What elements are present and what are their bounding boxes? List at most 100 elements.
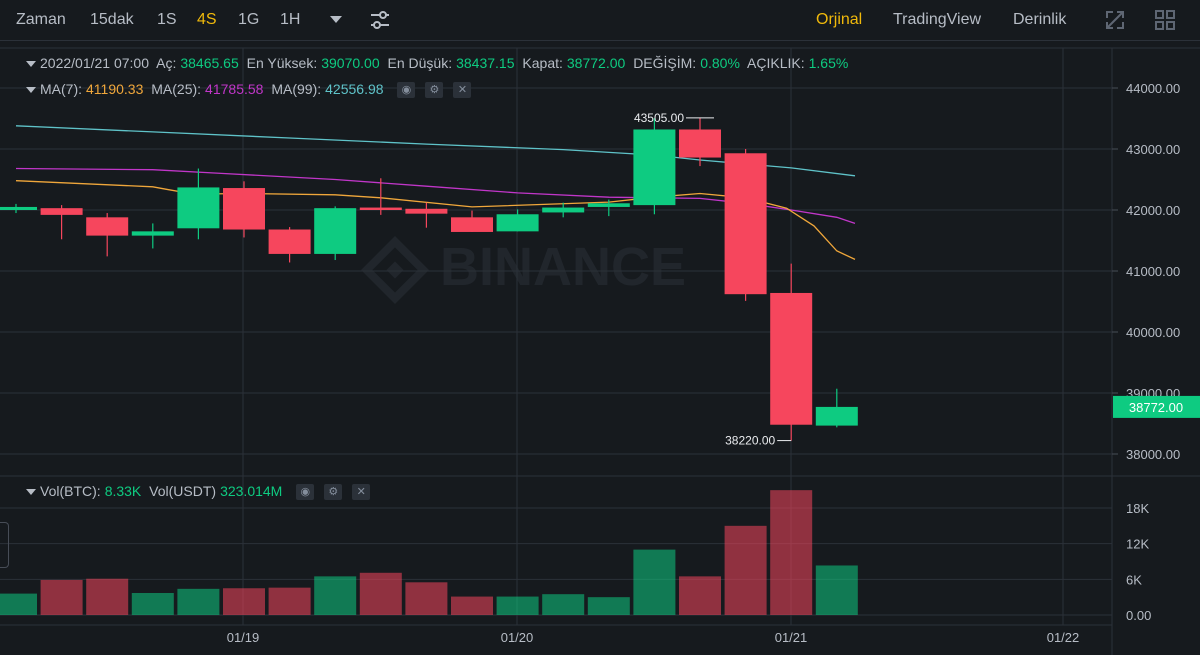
interval-1h[interactable]: 1S xyxy=(157,11,177,28)
vol-btc-value: 8.33K xyxy=(104,483,142,499)
change-value: 0.80% xyxy=(700,55,740,71)
fullscreen-icon[interactable] xyxy=(1104,9,1126,36)
eye-icon[interactable]: ◉ xyxy=(296,484,315,501)
interval-1w[interactable]: 1H xyxy=(280,11,301,28)
tab-tradingview[interactable]: TradingView xyxy=(893,11,982,28)
current-price-label: 38772.00 xyxy=(1129,400,1183,415)
date-tick-label: 01/19 xyxy=(227,630,260,645)
low-label: En Düşük: xyxy=(387,55,453,71)
watermark-logo-icon xyxy=(361,236,429,304)
date-tick-label: 01/21 xyxy=(775,630,808,645)
candle-body xyxy=(405,208,448,214)
price-tick-label: 43000.00 xyxy=(1126,142,1180,157)
date-tick-label: 01/20 xyxy=(501,630,534,645)
ma99-label: MA(99): xyxy=(271,81,322,97)
grid-lines xyxy=(0,47,1200,655)
volume-tick-label: 12K xyxy=(1126,537,1149,552)
tab-depth[interactable]: Derinlik xyxy=(1013,11,1067,28)
candle-body xyxy=(815,406,858,426)
volume-bar xyxy=(587,597,630,615)
candle-body xyxy=(633,129,676,206)
eye-icon[interactable]: ◉ xyxy=(397,82,416,99)
ma25-value: 41785.58 xyxy=(205,81,264,97)
vol-btc-label: Vol(BTC): xyxy=(40,483,101,499)
interval-15m[interactable]: 15dak xyxy=(90,11,134,28)
volume-bar xyxy=(542,594,585,615)
panel-resize-handle[interactable] xyxy=(0,522,9,568)
axes: 38000.0039000.0040000.0041000.0042000.00… xyxy=(227,81,1200,645)
collapse-caret-icon[interactable] xyxy=(26,87,36,94)
volume-tick-label: 6K xyxy=(1126,572,1142,587)
max-price-label: 43505.00 xyxy=(634,111,684,125)
interval-zaman[interactable]: Zaman xyxy=(16,11,66,28)
price-tick-label: 40000.00 xyxy=(1126,325,1180,340)
volume-bar xyxy=(268,587,311,615)
date-tick-label: 01/22 xyxy=(1047,630,1080,645)
close-icon[interactable]: ✕ xyxy=(453,82,472,99)
candle-body xyxy=(268,229,311,254)
volume-bar xyxy=(359,572,402,615)
gear-icon[interactable]: ⚙ xyxy=(324,484,343,501)
candle-body xyxy=(86,217,129,236)
open-label: Aç: xyxy=(156,55,177,71)
ma7-label: MA(7): xyxy=(40,81,82,97)
settings-sliders-icon[interactable] xyxy=(369,9,391,36)
candle-body xyxy=(177,187,220,229)
volume-bar xyxy=(131,593,174,615)
candle-body xyxy=(679,129,721,158)
volume-bar xyxy=(679,576,721,615)
price-tick-label: 44000.00 xyxy=(1126,81,1180,96)
collapse-caret-icon[interactable] xyxy=(26,61,36,68)
low-value: 38437.15 xyxy=(456,55,515,71)
volume-bar xyxy=(177,588,220,615)
vol-usdt-label: Vol(USDT) xyxy=(149,483,217,499)
candle-body xyxy=(223,188,265,230)
collapse-caret-icon[interactable] xyxy=(26,489,36,496)
price-tick-label: 38000.00 xyxy=(1126,447,1180,462)
candlestick-chart[interactable]: BINANCE 38000.0039000.0040000.0041000.00… xyxy=(0,40,1200,655)
current-price-tag xyxy=(1113,395,1200,418)
interval-dropdown-icon[interactable] xyxy=(330,16,342,23)
candles xyxy=(0,117,858,441)
volume-bar xyxy=(633,549,676,615)
candle-body xyxy=(40,208,83,215)
ohlc-date: 2022/01/21 07:00 xyxy=(40,55,149,71)
close-value: 38772.00 xyxy=(566,55,626,71)
candle-body xyxy=(724,153,767,295)
volume-bar xyxy=(496,596,539,615)
vol-usdt-value: 323.014M xyxy=(220,483,283,499)
volume-bar xyxy=(314,576,357,615)
interval-4h[interactable]: 4S xyxy=(197,11,217,28)
volume-bar xyxy=(40,579,83,615)
interval-1d[interactable]: 1G xyxy=(238,11,260,28)
change-label: DEĞİŞİM: xyxy=(633,55,697,71)
volume-bar xyxy=(451,596,493,615)
candle-body xyxy=(542,207,585,213)
volume-bar xyxy=(815,565,858,615)
tab-original[interactable]: Orjinal xyxy=(816,11,863,28)
volume-bar xyxy=(0,593,37,615)
volume-bar xyxy=(223,588,265,615)
candle-body xyxy=(131,231,174,236)
volume-bar xyxy=(724,525,767,615)
gear-icon[interactable]: ⚙ xyxy=(425,82,444,99)
close-icon[interactable]: ✕ xyxy=(352,484,371,501)
ma7-value: 41190.33 xyxy=(86,81,144,97)
ma25-label: MA(25): xyxy=(151,81,202,97)
amplitude-label: AÇIKLIK: xyxy=(747,55,805,71)
high-label: En Yüksek: xyxy=(246,55,318,71)
price-tick-label: 41000.00 xyxy=(1126,264,1180,279)
volume-bar xyxy=(770,490,813,615)
volume-bar xyxy=(405,582,448,615)
layout-grid-icon[interactable] xyxy=(1154,9,1176,36)
volume-bars xyxy=(0,490,858,615)
candle-body xyxy=(451,217,493,232)
candle-body xyxy=(314,208,357,254)
ma25-line xyxy=(15,167,856,225)
min-price-label: 38220.00 xyxy=(725,434,775,448)
volume-bar xyxy=(86,578,129,615)
watermark: BINANCE xyxy=(440,237,686,297)
ma-legend: MA(7): 41190.33 MA(25): 41785.58 MA(99): 42… xyxy=(26,81,475,99)
chart-toolbar: Zaman 15dak 1S 4S 1G 1H Orjinal TradingV… xyxy=(0,0,1200,41)
candle-body xyxy=(359,207,402,210)
